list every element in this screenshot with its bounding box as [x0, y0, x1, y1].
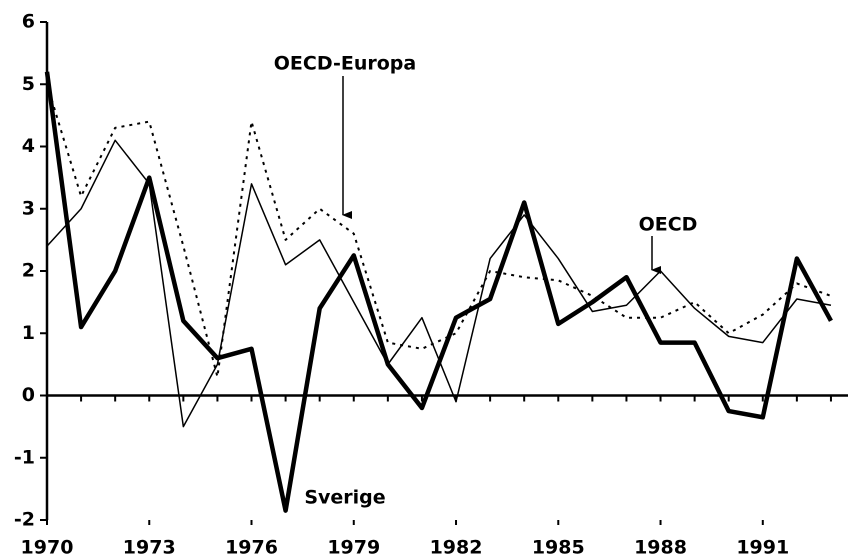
y-tick-label: 3 — [22, 197, 35, 219]
x-tick-label: 1979 — [327, 537, 380, 559]
x-tick-label: 1991 — [736, 537, 789, 559]
series-annotation: Sverige — [304, 487, 385, 509]
series-annotation: OECD — [639, 214, 698, 236]
series-line — [46, 83, 832, 378]
x-tick-label: 1988 — [634, 537, 687, 559]
x-tick-label: 1970 — [21, 537, 74, 559]
x-tick-label: 1985 — [532, 537, 585, 559]
x-tick-label: 1982 — [430, 537, 483, 559]
y-tick-label: 5 — [22, 73, 35, 95]
y-tick-label: 1 — [22, 322, 35, 344]
x-tick-label: 1976 — [225, 537, 278, 559]
series-line — [44, 71, 833, 513]
series-annotation: OECD-Europa — [274, 53, 416, 75]
y-tick-label: 2 — [22, 260, 35, 282]
y-tick-label: -2 — [14, 509, 35, 531]
y-tick-label: 4 — [22, 135, 35, 157]
x-tick-label: 1973 — [123, 537, 176, 559]
y-tick-label: 6 — [22, 11, 35, 33]
y-tick-label: -1 — [14, 446, 35, 468]
y-tick-label: 0 — [22, 384, 35, 406]
series-line — [46, 139, 832, 428]
